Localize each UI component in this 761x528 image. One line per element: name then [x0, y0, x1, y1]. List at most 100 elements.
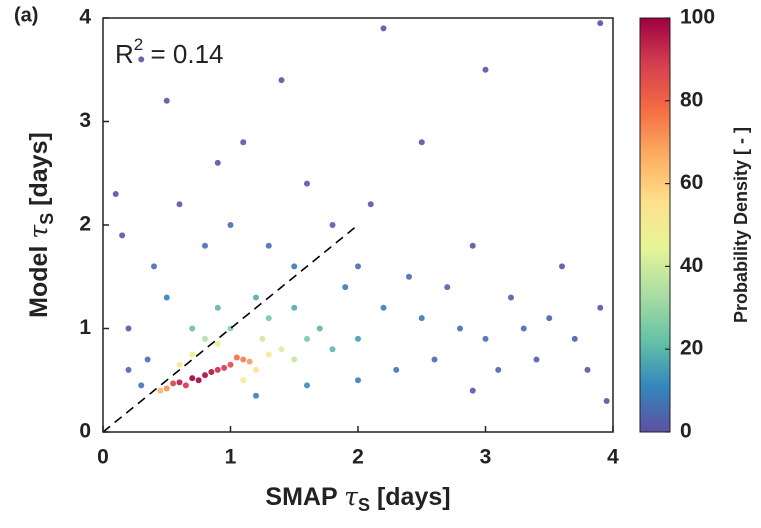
point	[265, 315, 272, 322]
point	[508, 294, 514, 301]
point	[329, 346, 336, 353]
point	[304, 335, 310, 342]
point	[163, 385, 170, 392]
point	[355, 335, 361, 342]
point	[603, 397, 610, 404]
point	[259, 335, 266, 342]
point	[221, 364, 228, 371]
point	[355, 263, 361, 270]
y-tick-label: 2	[79, 213, 91, 236]
point	[304, 180, 310, 187]
x-axis-label: SMAP τS [days]	[265, 482, 450, 515]
x-tick-label: 1	[225, 446, 237, 469]
point	[253, 392, 259, 399]
point	[182, 382, 189, 389]
x-tick-label: 0	[97, 446, 109, 469]
point	[418, 139, 425, 146]
y-label-symbol: τ	[24, 224, 53, 239]
colorbar-label: Probability Density [ - ]	[731, 127, 751, 323]
point	[208, 368, 215, 375]
point	[597, 20, 604, 27]
point	[291, 304, 298, 311]
colorbar-tick-label: 100	[680, 6, 715, 29]
point	[265, 351, 272, 358]
point	[559, 263, 565, 270]
point	[380, 25, 387, 32]
point	[240, 139, 247, 146]
point	[316, 325, 323, 332]
point	[571, 335, 578, 342]
point	[189, 351, 196, 358]
point	[393, 366, 400, 373]
point	[144, 356, 151, 363]
point	[482, 66, 489, 73]
point	[151, 263, 157, 270]
points	[112, 20, 610, 404]
point	[176, 379, 183, 386]
point	[119, 232, 126, 239]
y-label-sub: S	[37, 213, 57, 225]
colorbar-tick-label: 80	[680, 88, 703, 111]
colorbar	[639, 17, 671, 433]
point	[265, 242, 272, 249]
point	[202, 335, 208, 342]
x-label-text: [days]	[370, 483, 451, 511]
point	[227, 222, 234, 228]
point	[233, 354, 240, 361]
point	[189, 375, 196, 382]
point	[304, 382, 310, 389]
y-tick-label: 0	[79, 420, 91, 443]
point	[367, 201, 374, 208]
x-tick-label: 2	[352, 446, 364, 469]
x-label-symbol: τ	[344, 482, 359, 511]
annotation-rest: = 0.14	[143, 39, 223, 69]
x-tick-label: 3	[480, 446, 492, 469]
point	[431, 356, 438, 363]
point	[195, 377, 202, 384]
point	[444, 284, 451, 291]
point	[170, 380, 177, 387]
point	[546, 315, 553, 322]
point	[138, 56, 145, 63]
point	[469, 387, 476, 394]
annotation-base: R	[115, 39, 134, 69]
point	[157, 387, 164, 394]
point	[125, 325, 132, 332]
x-tick-label: 4	[607, 446, 619, 469]
point	[584, 366, 591, 373]
point	[176, 361, 183, 368]
point	[112, 190, 119, 197]
point	[469, 242, 476, 249]
point	[214, 366, 221, 373]
point	[495, 366, 502, 373]
y-axis-label: Model τS [days]	[24, 132, 57, 318]
point	[278, 346, 285, 353]
point	[240, 356, 247, 363]
x-label-text: SMAP	[265, 483, 344, 511]
panel-label: (a)	[14, 4, 38, 26]
point	[163, 97, 170, 104]
point	[176, 201, 183, 208]
colorbar-tick-label: 0	[680, 420, 692, 443]
point	[355, 377, 361, 384]
point	[329, 222, 336, 228]
point	[214, 159, 221, 166]
point	[202, 372, 208, 379]
point	[253, 294, 259, 301]
point	[291, 356, 298, 363]
y-tick-label: 1	[79, 316, 91, 339]
point	[482, 335, 489, 342]
point	[214, 341, 221, 348]
point	[202, 242, 208, 249]
point	[125, 366, 132, 373]
annotation: R2 = 0.14	[115, 35, 223, 68]
y-label-text: Model	[25, 239, 53, 318]
point	[533, 356, 540, 363]
point	[342, 284, 349, 291]
point	[214, 304, 221, 311]
x-label-sub: S	[358, 495, 370, 515]
reference-line	[102, 224, 359, 433]
y-label-text: [days]	[25, 132, 53, 213]
point	[240, 377, 247, 384]
